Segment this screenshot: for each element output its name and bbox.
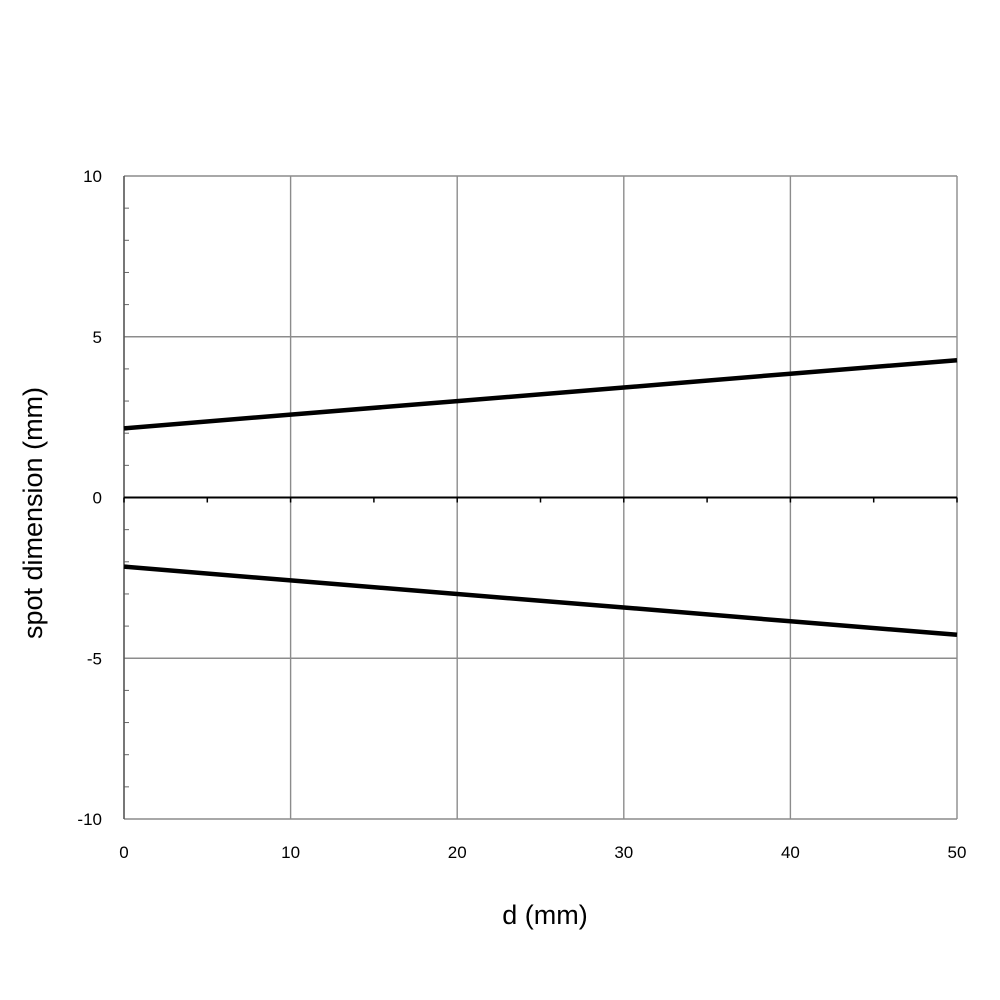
y-tick-label: 0 [93,489,102,508]
x-tick-labels: 0 10 20 30 40 50 [119,843,966,862]
x-tick-label: 30 [614,843,633,862]
x-tick-label: 40 [781,843,800,862]
x-tick-label: 0 [119,843,128,862]
x-tick-label: 10 [281,843,300,862]
x-tick-label: 50 [948,843,967,862]
minor-ticks [124,207,129,788]
x-tick-label: 20 [448,843,467,862]
data-series [123,357,958,638]
y-tick-label: -5 [87,649,102,668]
y-axis-title: spot dimension (mm) [18,387,48,639]
y-tick-labels: 10 5 0 -5 -10 [77,167,102,829]
x-axis-title: d (mm) [502,900,587,930]
y-tick-label: 5 [93,328,102,347]
y-tick-label: -10 [77,810,102,829]
y-tick-label: 10 [83,167,102,186]
axes [123,176,958,819]
lower-spot-edge-line [123,564,958,638]
upper-spot-edge-line [123,357,958,431]
